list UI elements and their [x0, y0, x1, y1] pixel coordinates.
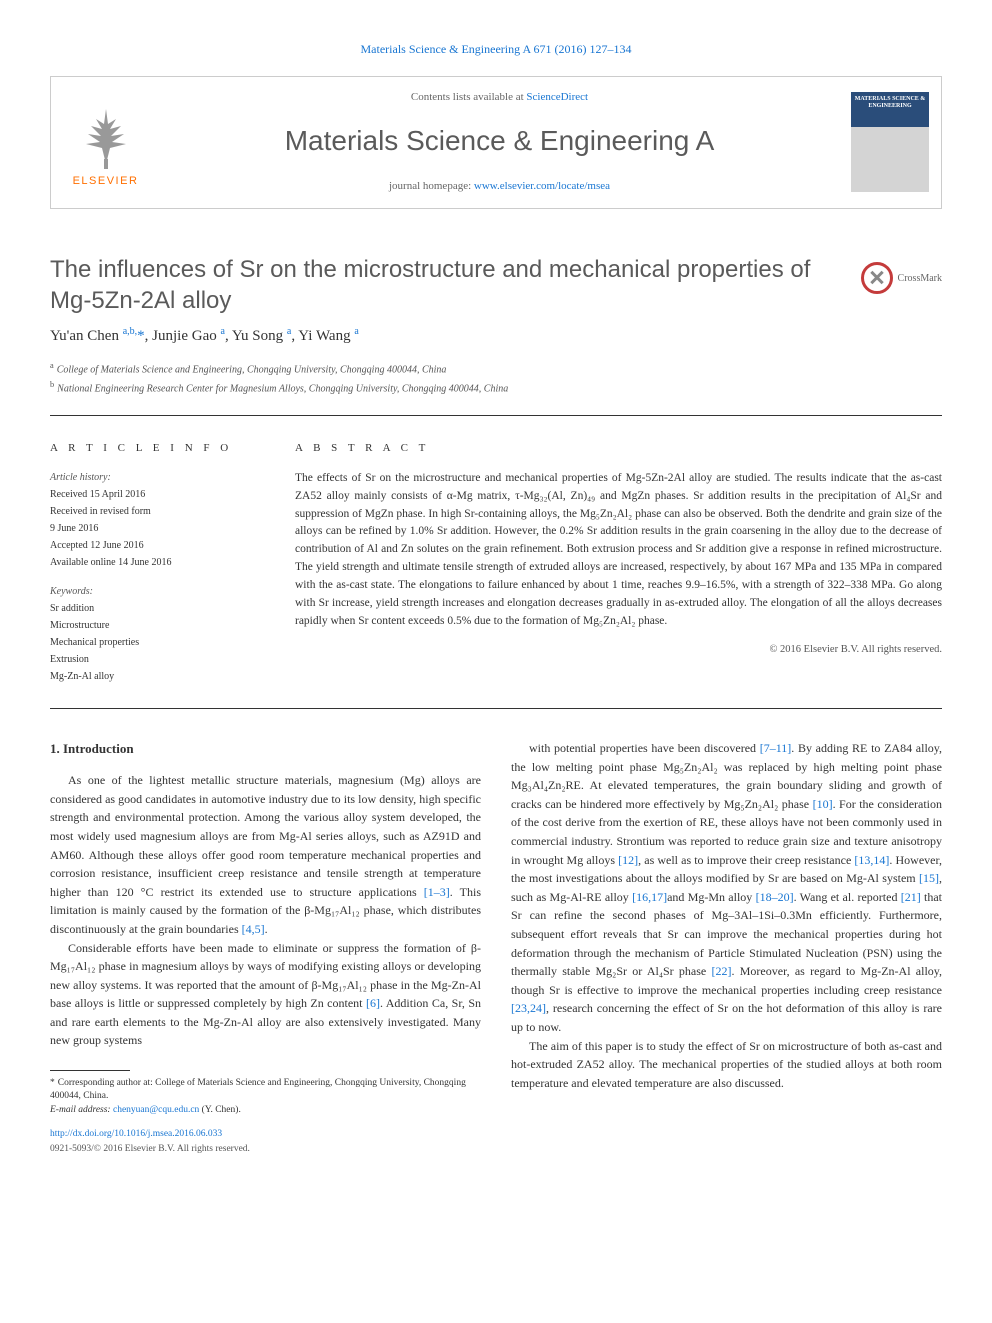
body-column-right: with potential properties have been disc…	[511, 739, 942, 1156]
abstract-copyright: © 2016 Elsevier B.V. All rights reserved…	[295, 642, 942, 658]
article-info-sidebar: A R T I C L E I N F O Article history: R…	[50, 440, 260, 687]
journal-header: ELSEVIER Contents lists available at Sci…	[50, 76, 942, 209]
footnote-separator	[50, 1070, 130, 1071]
abstract-section: A B S T R A C T The effects of Sr on the…	[295, 440, 942, 687]
section-1-heading: 1. Introduction	[50, 739, 481, 759]
issn-copyright: 0921-5093/© 2016 Elsevier B.V. All right…	[50, 1142, 481, 1157]
corresponding-author-footnote: *Corresponding author at: College of Mat…	[50, 1077, 481, 1104]
history-line: Received in revised form	[50, 504, 260, 519]
elsevier-logo[interactable]: ELSEVIER	[63, 94, 148, 189]
homepage-line: journal homepage: www.elsevier.com/locat…	[148, 178, 851, 195]
affiliation-line: bNational Engineering Research Center fo…	[50, 379, 942, 396]
body-paragraph: Considerable efforts have been made to e…	[50, 939, 481, 1051]
keyword-line: Microstructure	[50, 618, 260, 633]
keywords-label: Keywords:	[50, 584, 260, 599]
elsevier-text: ELSEVIER	[73, 173, 139, 190]
keyword-line: Mg-Zn-Al alloy	[50, 669, 260, 684]
body-paragraph: with potential properties have been disc…	[511, 739, 942, 1037]
article-title: The influences of Sr on the microstructu…	[50, 254, 942, 316]
doi-link[interactable]: http://dx.doi.org/10.1016/j.msea.2016.06…	[50, 1127, 481, 1142]
cover-label: MATERIALS SCIENCE & ENGINEERING	[851, 96, 929, 110]
history-line: 9 June 2016	[50, 521, 260, 536]
abstract-text: The effects of Sr on the microstructure …	[295, 470, 942, 630]
sciencedirect-link[interactable]: ScienceDirect	[526, 91, 588, 103]
crossmark-icon	[861, 262, 893, 294]
journal-cover-thumbnail[interactable]: MATERIALS SCIENCE & ENGINEERING	[851, 92, 929, 192]
article-info-heading: A R T I C L E I N F O	[50, 440, 260, 457]
journal-homepage-link[interactable]: www.elsevier.com/locate/msea	[474, 180, 610, 192]
author-email-link[interactable]: chenyuan@cqu.edu.cn	[113, 1105, 199, 1115]
crossmark-badge[interactable]: CrossMark	[861, 262, 942, 294]
body-paragraph: The aim of this paper is to study the ef…	[511, 1037, 942, 1093]
keyword-line: Sr addition	[50, 601, 260, 616]
contents-lists-line: Contents lists available at ScienceDirec…	[148, 89, 851, 106]
body-paragraph: As one of the lightest metallic structur…	[50, 771, 481, 938]
email-footnote: E-mail address: chenyuan@cqu.edu.cn (Y. …	[50, 1104, 481, 1117]
crossmark-label: CrossMark	[898, 271, 942, 286]
top-citation-link[interactable]: Materials Science & Engineering A 671 (2…	[50, 40, 942, 58]
article-history-label: Article history:	[50, 470, 260, 485]
history-line: Received 15 April 2016	[50, 487, 260, 502]
body-column-left: 1. Introduction As one of the lightest m…	[50, 739, 481, 1156]
elsevier-tree-icon	[76, 104, 136, 169]
keyword-line: Mechanical properties	[50, 635, 260, 650]
journal-name: Materials Science & Engineering A	[148, 120, 851, 162]
abstract-heading: A B S T R A C T	[295, 440, 942, 457]
affiliation-line: aCollege of Materials Science and Engine…	[50, 360, 942, 377]
authors-list: Yu'an Chen a,b,*, Junjie Gao a, Yu Song …	[50, 324, 942, 348]
history-line: Accepted 12 June 2016	[50, 538, 260, 553]
keyword-line: Extrusion	[50, 652, 260, 667]
history-line: Available online 14 June 2016	[50, 555, 260, 570]
affiliations: aCollege of Materials Science and Engine…	[50, 360, 942, 416]
